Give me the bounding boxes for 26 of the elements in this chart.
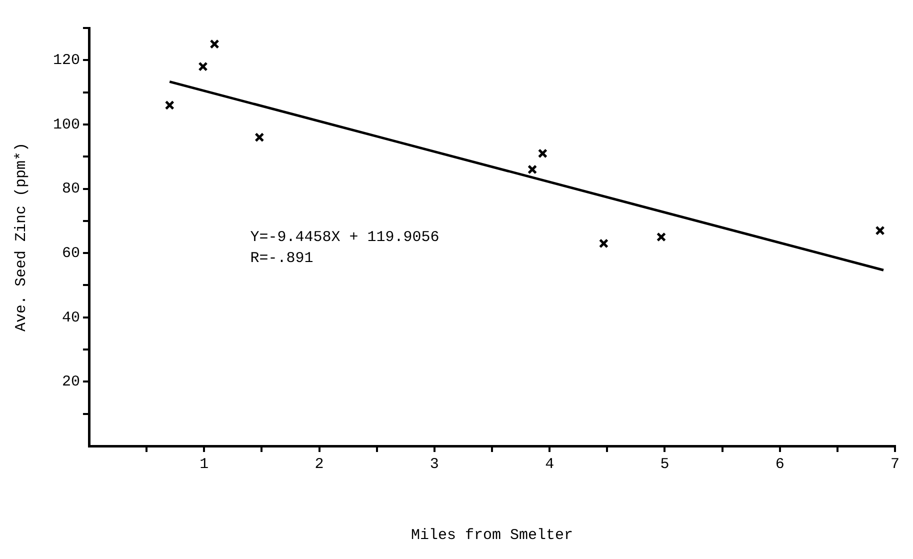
y-tick-label: 120 [52,52,80,70]
point [598,238,608,248]
x-tick-label: 1 [200,456,209,473]
x-tick-label: 3 [430,456,439,473]
y-tick-label: 20 [62,374,80,391]
y-tick-label: 80 [62,180,80,198]
point [164,100,174,110]
x-axis-title: Miles from Smelter [410,526,574,544]
x-tick-label: 6 [775,456,784,473]
point [210,39,220,49]
point [254,132,264,142]
point [528,164,538,174]
annotation: R=-.891 [250,250,314,267]
y-tick-label: 40 [62,309,80,326]
annotation: Y=-9.4458X + 119.9056 [250,228,440,246]
point [875,226,885,236]
point [198,62,208,72]
x-tick-label: 5 [660,456,670,473]
y-tick-label: 100 [52,116,80,134]
point [538,148,548,158]
y-axis-title: Ave. Seed Zinc (ppm*) [12,142,30,332]
point [656,232,666,242]
x-tick-label: 7 [890,456,900,473]
y-tick-label: 60 [62,245,80,262]
x-tick-label: 4 [545,456,554,473]
x-tick-label: 2 [314,456,324,473]
